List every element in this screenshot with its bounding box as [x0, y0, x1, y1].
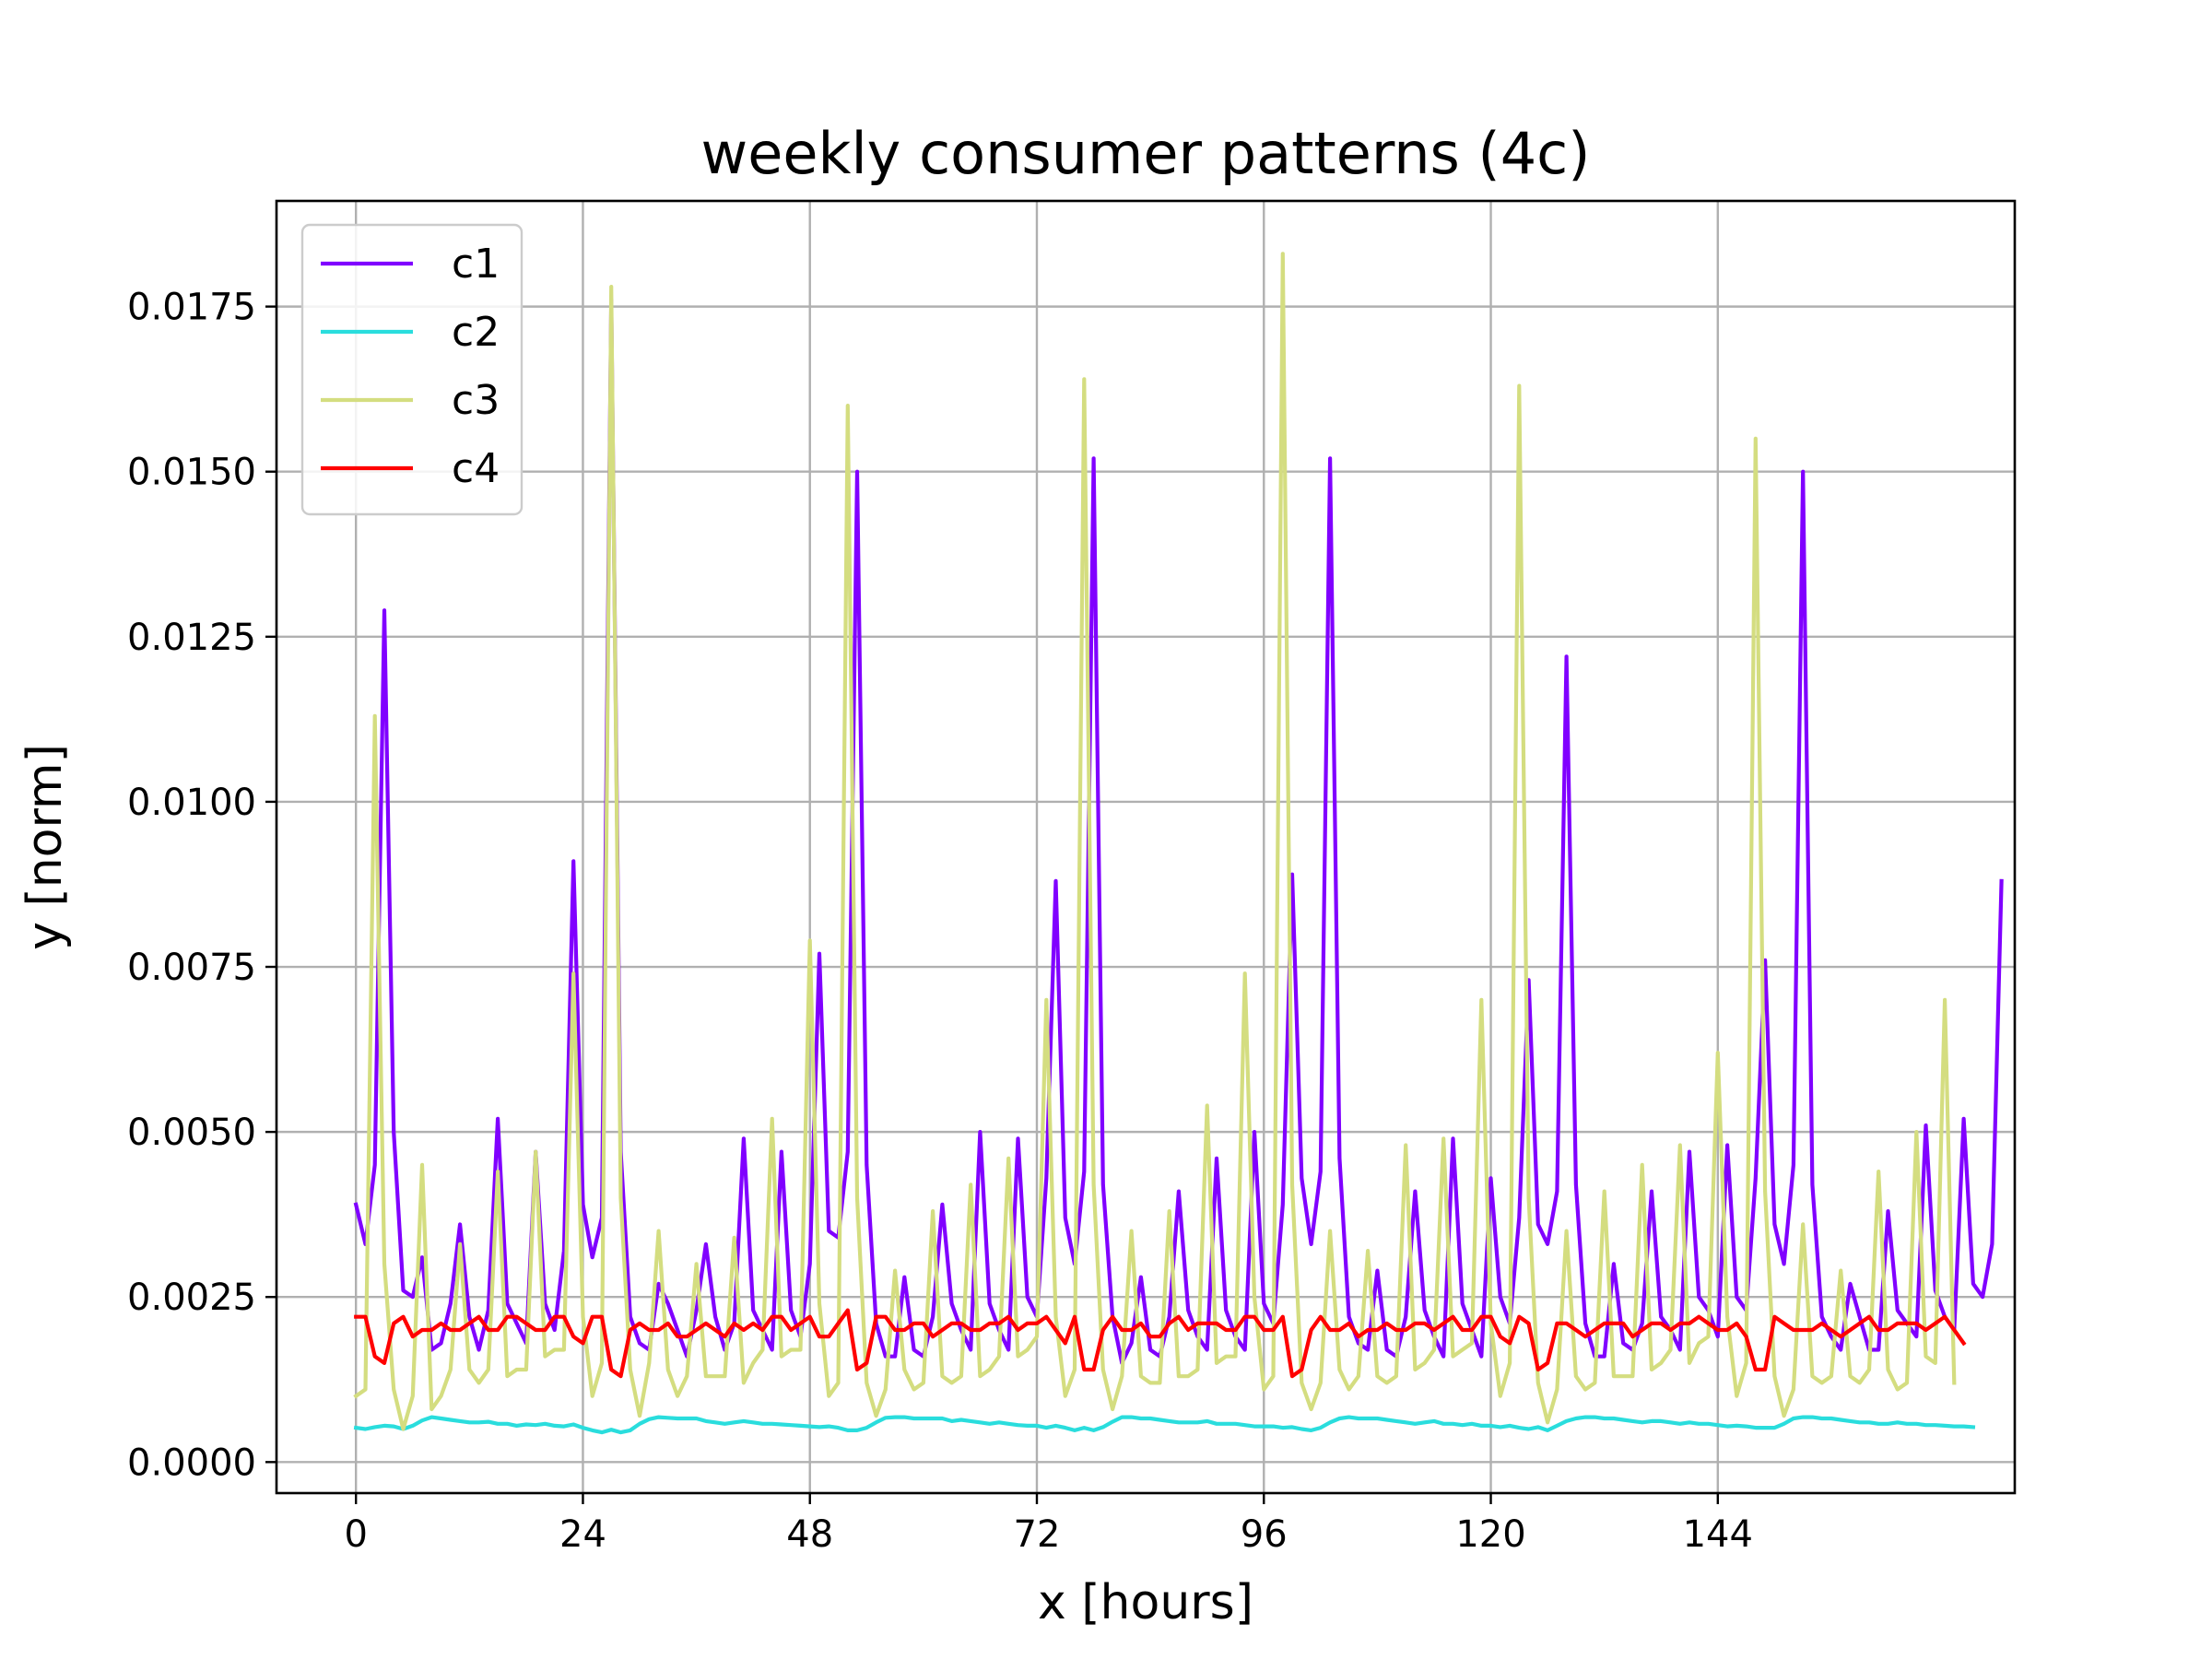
y-tick-label: 0.0050 — [127, 1112, 256, 1154]
x-tick-label: 72 — [1014, 1513, 1061, 1556]
legend-label: c1 — [452, 241, 500, 288]
series-lines — [353, 252, 2004, 1435]
legend-label: c3 — [452, 377, 500, 424]
y-tick-label: 0.0025 — [127, 1277, 256, 1319]
x-tick-label: 48 — [786, 1513, 833, 1556]
y-tick-label: 0.0000 — [127, 1441, 256, 1484]
series-line-c2 — [353, 1415, 1976, 1435]
series-line-c1 — [353, 298, 2004, 1366]
plot-frame — [275, 199, 2017, 1495]
x-tick-label: 96 — [1241, 1513, 1288, 1556]
x-tick-label: 0 — [344, 1513, 367, 1556]
series-line-c4 — [354, 1308, 1967, 1379]
y-tick-label: 0.0125 — [127, 617, 256, 659]
axis-ticks: 0 24 48 72 96 120 144 0.0000 0.0025 0.0050 0.0075 0… — [127, 287, 1753, 1556]
y-tick-label: 0.0075 — [127, 947, 256, 989]
y-tick-label: 0.0100 — [127, 782, 256, 824]
x-tick-label: 120 — [1455, 1513, 1525, 1556]
legend: c1 c2 c3 c4 — [300, 223, 524, 516]
x-tick-label: 24 — [559, 1513, 606, 1556]
y-tick-label: 0.0150 — [127, 452, 256, 494]
legend-box — [300, 223, 524, 516]
legend-label: c2 — [452, 309, 500, 356]
y-tick-label: 0.0175 — [127, 287, 256, 329]
x-axis-label: x [hours] — [1038, 1575, 1253, 1630]
x-tick-label: 144 — [1683, 1513, 1753, 1556]
chart-title: weekly consumer patterns (4c) — [701, 120, 1591, 187]
legend-label: c4 — [452, 445, 500, 492]
y-axis-label: y [norm] — [18, 744, 73, 950]
series-line-c3 — [353, 252, 1957, 1431]
